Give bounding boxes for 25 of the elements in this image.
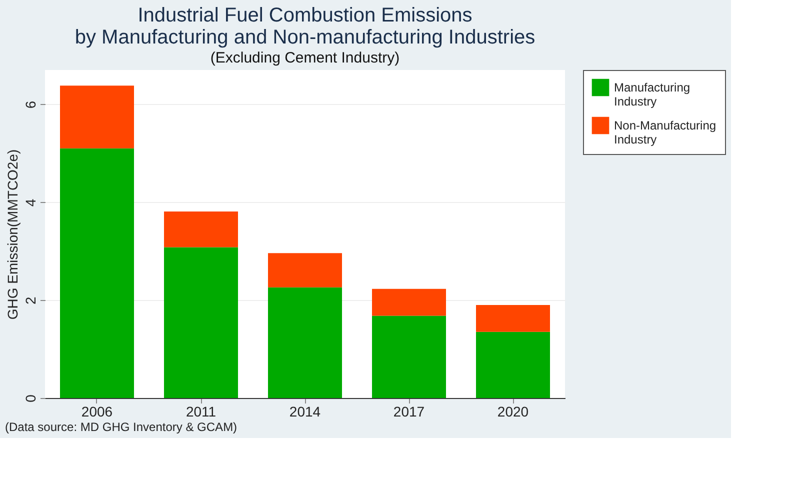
y-tick-label: 0 [22,394,38,402]
bar [372,288,446,316]
text: (Data source: MD GHG Inventory & GCAM) [5,420,238,434]
x-tick-label: 2014 [289,404,321,420]
x-tick-label: 2017 [393,404,425,420]
bar [164,211,238,248]
chart-title: Industrial Fuel Combustion Emissions by Manufacturing and Non-manufacturing Industries [74,4,536,48]
x-tick-label: 2011 [186,404,216,420]
legend-label: Non-Manufacturing Industry [614,118,716,146]
y-tick-label: 2 [22,296,38,304]
y-tick-label: 6 [22,100,38,109]
bar [372,316,446,398]
bar [476,304,550,332]
bar [164,247,238,398]
x-tick-label: 2006 [81,404,113,420]
bar [268,253,342,288]
bar [268,287,342,398]
bar [60,148,134,398]
bar [476,332,550,398]
y-tick-label: 4 [22,198,38,207]
bar [60,86,134,148]
chart-subtitle: (Excluding Cement Industry) [210,50,400,66]
x-tick-label: 2020 [497,404,529,420]
y-axis-title: GHG Emission(MMTCO2e) [4,149,20,320]
legend-label: Manufacturing Industry [614,80,690,108]
